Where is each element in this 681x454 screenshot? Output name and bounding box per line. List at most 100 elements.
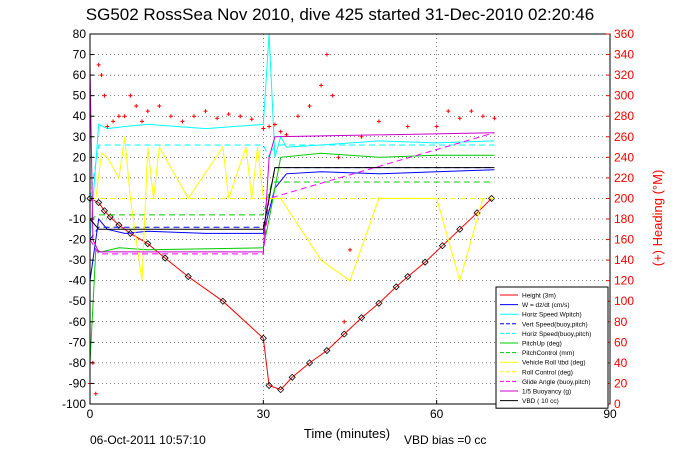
heading-point (267, 124, 272, 129)
y-tick-label: 60 (73, 68, 87, 82)
y2-tick-label: 20 (614, 376, 628, 390)
heading-point (359, 134, 364, 139)
y-tick-label: 50 (73, 89, 87, 103)
height-marker (184, 272, 192, 281)
y2-tick-label: 140 (614, 253, 634, 267)
legend-label: PitchUp (deg) (522, 341, 562, 348)
right-axis-label: (+) Heading (°M) (650, 170, 665, 267)
legend-label: Vehicle Roll \tbd (deg) (522, 360, 586, 367)
heading-point (330, 93, 335, 98)
heading-point (480, 114, 485, 119)
heading-point (272, 122, 277, 127)
height-marker (456, 225, 464, 233)
y-tick-label: -10 (69, 212, 87, 226)
heading-point (446, 109, 451, 114)
heading-point (111, 119, 116, 124)
heading-point (348, 247, 352, 252)
heading-point (284, 132, 289, 137)
height-marker (340, 330, 348, 338)
height-marker (392, 283, 400, 291)
right-axis: 3603403203002802602402202001801601401201… (606, 27, 634, 411)
height-marker (259, 334, 267, 342)
y-tick-label: -40 (69, 274, 87, 288)
legend-label: Glide Angle (buoy,pitch) (522, 379, 591, 386)
heading-point (336, 155, 341, 160)
y2-tick-label: 240 (614, 150, 634, 164)
heading-point (93, 391, 98, 396)
series-line-horiz-speed-buoy-pitch (89, 144, 495, 199)
y-tick-label: -60 (69, 315, 87, 329)
heading-point (457, 116, 462, 121)
y-tick-label: -70 (69, 335, 87, 349)
legend-box (495, 286, 609, 409)
y2-tick-label: 320 (614, 68, 634, 82)
height-marker (106, 213, 114, 221)
legend-label: Horiz Speed(buoy,pitch) (522, 331, 591, 338)
height-marker (323, 346, 331, 355)
y2-tick-label: 100 (614, 294, 634, 308)
height-marker (421, 258, 429, 266)
legend-label: Roll Control (deg) (522, 369, 573, 376)
height-marker (100, 207, 109, 215)
legend-label: PitchControl (mm) (522, 350, 574, 357)
heading-point (492, 116, 497, 121)
legend-label: 1/5 Buoyancy (g) (522, 389, 571, 396)
height-marker (219, 297, 227, 305)
height-marker (357, 314, 366, 322)
height-marker (438, 242, 447, 250)
heading-point (157, 103, 162, 108)
y2-tick-label: 40 (614, 356, 628, 370)
heading-point (376, 119, 381, 124)
y2-tick-label: 160 (614, 233, 634, 247)
heading-point (215, 116, 220, 121)
y-tick-label: -20 (69, 233, 87, 247)
height-marker (375, 299, 383, 307)
heading-point (249, 117, 254, 122)
heading-point (168, 114, 173, 119)
y-tick-label: 10 (73, 171, 87, 185)
y-tick-label: 80 (73, 27, 87, 41)
series-line-vehicle-roll-tbd-deg (95, 136, 484, 283)
heading-point (307, 103, 312, 108)
legend: Height (3m) W = dz/dt (cm/s) Horiz Speed W… (495, 286, 609, 409)
y2-tick-label: 200 (614, 191, 634, 205)
height-marker (288, 373, 296, 381)
y-tick-label: -90 (69, 376, 87, 390)
y-tick-label: -50 (69, 294, 87, 308)
y2-tick-label: 0 (614, 397, 621, 411)
y2-tick-label: 60 (614, 335, 628, 349)
heading-point (238, 114, 243, 119)
heading-point (319, 83, 324, 88)
legend-label: VBD ( 10 cc) (522, 398, 559, 405)
legend-label: Vert Speed(buoy,pitch) (522, 321, 588, 328)
vbd-bias-footer: VBD bias =0 cc (404, 433, 486, 447)
heading-point (278, 129, 283, 134)
heading-point (96, 62, 101, 67)
timestamp-footer: 06-Oct-2011 10:57:10 (90, 433, 206, 447)
heading-point (122, 114, 127, 119)
heading-point (261, 126, 266, 131)
height-marker (161, 254, 169, 262)
y-tick-label: -100 (62, 397, 86, 411)
heading-point (226, 112, 231, 117)
x-tick-label: 90 (603, 407, 617, 421)
left-axis: 80 70 60 50 40 30 20 10 0 -10 -20 -30 -40 -50 -60 -70 -8… (62, 27, 94, 411)
heading-point (99, 73, 104, 78)
x-axis-label: Time (minutes) (304, 426, 390, 441)
heading-point (140, 119, 144, 124)
height-marker (277, 386, 285, 394)
y2-tick-label: 360 (614, 27, 634, 41)
y-tick-label: 30 (73, 130, 87, 144)
heading-point (469, 109, 474, 114)
heading-point (342, 319, 347, 324)
y2-tick-label: 120 (614, 274, 634, 288)
heading-point (192, 114, 196, 119)
height-marker (404, 272, 412, 281)
legend-label: Horiz Speed Wpitch) (522, 312, 582, 319)
chart-title: SG502 RossSea Nov 2010, dive 425 started… (86, 5, 594, 24)
x-tick-label: 30 (257, 407, 271, 421)
x-tick-label: 60 (430, 407, 444, 421)
heading-point (296, 114, 300, 119)
series-line-glide-angle-buoy-pitch (89, 132, 495, 255)
x-tick-label: 0 (87, 407, 94, 421)
